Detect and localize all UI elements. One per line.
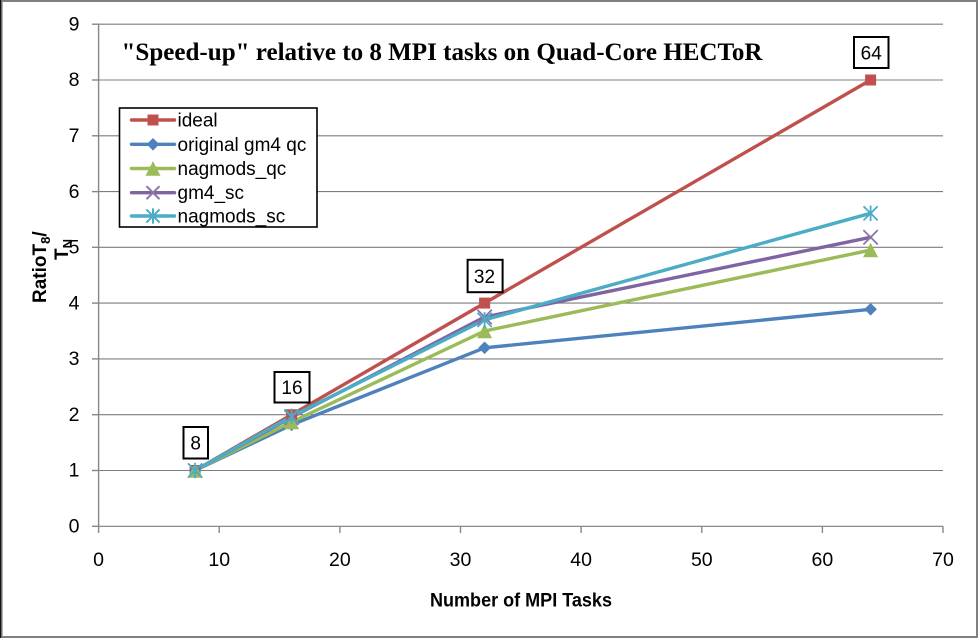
svg-text:1: 1 <box>69 460 80 482</box>
svg-text:5: 5 <box>69 237 80 259</box>
svg-text:64: 64 <box>861 44 883 65</box>
svg-text:8: 8 <box>190 434 201 455</box>
svg-text:nagmods_sc: nagmods_sc <box>178 207 286 228</box>
svg-text:gm4_sc: gm4_sc <box>178 183 245 204</box>
svg-text:9: 9 <box>69 13 80 35</box>
svg-text:20: 20 <box>329 549 351 571</box>
svg-text:10: 10 <box>208 549 230 571</box>
svg-text:70: 70 <box>932 549 954 571</box>
svg-text:50: 50 <box>691 549 713 571</box>
svg-text:0: 0 <box>69 516 80 538</box>
svg-text:original gm4 qc: original gm4 qc <box>178 135 307 156</box>
svg-text:40: 40 <box>570 549 592 571</box>
svg-text:0: 0 <box>93 549 104 571</box>
svg-text:3: 3 <box>69 348 80 370</box>
svg-text:RatioT8/: RatioT8/ <box>30 231 53 303</box>
svg-text:Number of MPI Tasks: Number of MPI Tasks <box>430 590 612 612</box>
svg-text:6: 6 <box>69 181 80 203</box>
svg-text:30: 30 <box>450 549 472 571</box>
svg-text:4: 4 <box>69 292 80 314</box>
svg-text:32: 32 <box>474 267 495 288</box>
svg-text:60: 60 <box>812 549 834 571</box>
svg-text:2: 2 <box>69 404 80 426</box>
svg-text:16: 16 <box>281 378 302 399</box>
svg-text:nagmods_qc: nagmods_qc <box>178 159 287 180</box>
svg-text:"Speed-up" relative to 8 MPI t: "Speed-up" relative to 8 MPI tasks on Qu… <box>122 39 764 66</box>
svg-text:ideal: ideal <box>178 111 218 132</box>
svg-text:8: 8 <box>69 69 80 91</box>
svg-text:7: 7 <box>69 125 80 147</box>
